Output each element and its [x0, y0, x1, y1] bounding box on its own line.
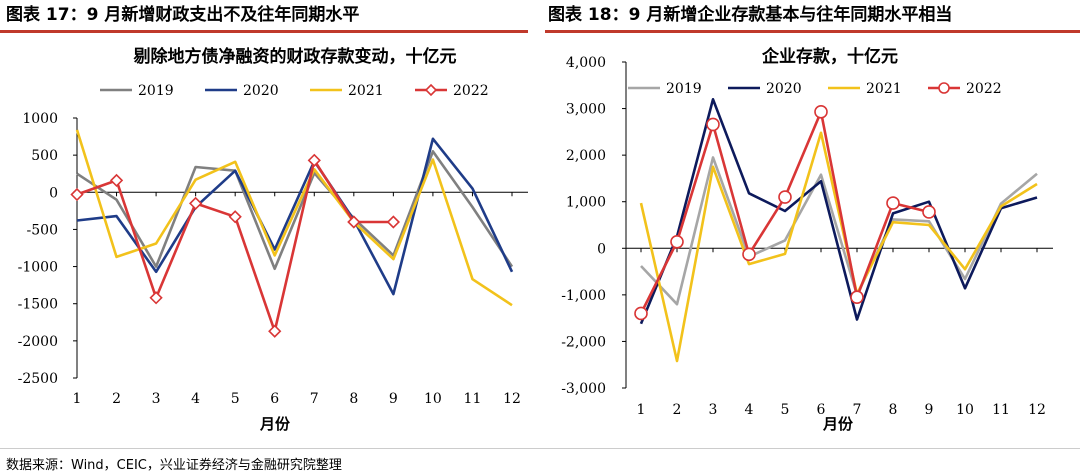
- chart-title: 剔除地方债净融资的财政存款变动，十亿元: [133, 46, 457, 67]
- data-point-2022: [814, 105, 828, 119]
- y-tick-label: -1,000: [561, 288, 606, 304]
- y-tick-label: 3,000: [566, 102, 606, 118]
- y-tick-label: 1000: [22, 111, 58, 127]
- chart-title: 企业存款，十亿元: [761, 46, 898, 67]
- legend-label-2022: 2022: [966, 81, 1002, 97]
- chart-fiscal-deposits: 剔除地方债净融资的财政存款变动，十亿元 1000 500 0 -500 -1000 -150…: [18, 46, 528, 433]
- data-point-2022: [922, 205, 936, 219]
- data-point-2022: [268, 324, 282, 338]
- x-tick-label: 3: [709, 402, 718, 418]
- x-tick-label: 6: [270, 391, 279, 407]
- x-tick-label: 8: [349, 391, 358, 407]
- data-point-2022: [850, 290, 864, 304]
- x-tick-label: 11: [464, 391, 482, 407]
- data-point-2022: [189, 196, 203, 211]
- series-line-2021: [75, 129, 513, 307]
- x-tick-label: 10: [956, 402, 974, 418]
- legend-label-2020: 2020: [243, 83, 279, 99]
- y-tick-label: 0: [597, 241, 606, 257]
- x-tick-label: 12: [503, 391, 521, 407]
- legend-marker-2022: [424, 83, 438, 97]
- data-point-2022: [778, 190, 792, 204]
- data-point-2022: [347, 215, 361, 229]
- y-tick-label: 500: [31, 148, 58, 164]
- data-point-2022: [670, 234, 684, 249]
- y-tick-label: 1,000: [566, 195, 606, 211]
- series-line-2019: [76, 150, 514, 271]
- x-tick-label: 4: [191, 391, 200, 407]
- legend-label-2021: 2021: [866, 81, 902, 97]
- x-tick-label: 3: [152, 391, 161, 407]
- data-point-2022: [386, 215, 400, 229]
- chart-corporate-deposits: 企业存款，十亿元 4,000 3,000 2,000 1,000 0 -1,000 -2,00…: [561, 46, 1053, 433]
- data-point-2022: [70, 187, 84, 202]
- charts-canvas: 剔除地方债净融资的财政存款变动，十亿元 1000 500 0 -500 -1000 -150…: [18, 46, 1053, 433]
- y-tick-label: -2000: [18, 334, 58, 350]
- data-point-2022: [706, 117, 720, 132]
- y-tick-label: -2500: [18, 371, 58, 387]
- data-point-2022: [634, 306, 648, 321]
- legend-marker-2022: [938, 82, 950, 94]
- x-tick-label: 6: [817, 402, 826, 418]
- x-tick-label: 10: [424, 391, 442, 407]
- right-title-rule: [545, 30, 1080, 33]
- series-line-2020: [76, 137, 514, 296]
- x-axis-label: 月份: [259, 415, 291, 433]
- data-point-2022: [149, 291, 163, 305]
- y-tick-label: -2,000: [561, 334, 606, 350]
- x-tick-label: 9: [925, 402, 934, 418]
- y-tick-label: -500: [27, 222, 58, 238]
- y-tick-label: 2,000: [566, 148, 606, 164]
- data-point-2022: [742, 247, 756, 262]
- data-point-2022: [886, 196, 900, 210]
- data-point-2022: [228, 210, 242, 224]
- series-line-2019: [640, 156, 1038, 306]
- x-tick-label: 5: [231, 391, 240, 407]
- x-tick-label: 1: [637, 402, 646, 418]
- x-tick-label: 11: [992, 402, 1010, 418]
- legend-label-2021: 2021: [348, 83, 384, 99]
- x-tick-label: 8: [889, 402, 898, 418]
- x-tick-label: 4: [745, 402, 754, 418]
- source-note: 数据来源：Wind，CEIC，兴业证券经济与金融研究院整理: [6, 458, 342, 473]
- right-figure-title: 图表 18：9 月新增企业存款基本与往年同期水平相当: [548, 5, 953, 25]
- y-tick-label: 0: [49, 185, 58, 201]
- series-line-2022: [76, 159, 394, 333]
- legend-label-2022: 2022: [453, 83, 489, 99]
- x-tick-label: 12: [1028, 402, 1046, 418]
- x-tick-label: 1: [73, 391, 82, 407]
- legend-label-2020: 2020: [766, 81, 802, 97]
- series-line-2021: [639, 131, 1038, 363]
- data-point-2022: [109, 173, 124, 188]
- x-tick-label: 2: [112, 391, 121, 407]
- x-axis-label: 月份: [822, 415, 854, 433]
- y-tick-label: 4,000: [566, 55, 606, 71]
- y-tick-label: -1500: [18, 297, 58, 313]
- x-tick-label: 7: [310, 391, 319, 407]
- legend-label-2019: 2019: [138, 83, 174, 99]
- data-point-2022: [307, 153, 321, 167]
- footer-divider: [0, 448, 1080, 449]
- y-tick-label: -3,000: [561, 381, 606, 397]
- legend-label-2019: 2019: [666, 81, 702, 97]
- x-tick-label: 9: [389, 391, 398, 407]
- x-tick-label: 5: [781, 402, 790, 418]
- x-tick-label: 2: [673, 402, 682, 418]
- x-tick-label: 7: [853, 402, 862, 418]
- y-tick-label: -1000: [18, 260, 58, 276]
- left-figure-title: 图表 17：9 月新增财政支出不及往年同期水平: [6, 5, 360, 25]
- left-title-rule: [0, 30, 528, 33]
